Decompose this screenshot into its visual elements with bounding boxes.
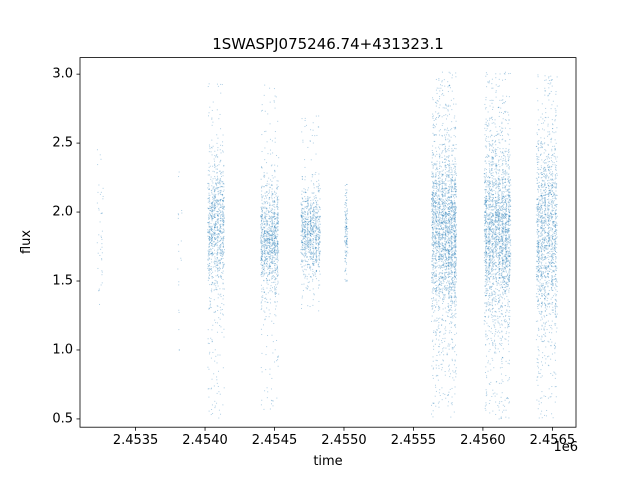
x-axis-label: time bbox=[313, 454, 343, 469]
y-tick-label: 0.5 bbox=[52, 411, 73, 427]
y-tick-label: 3.0 bbox=[52, 66, 73, 82]
chart-title: 1SWASPJ075246.74+431323.1 bbox=[212, 35, 444, 53]
y-tick-label: 2.0 bbox=[52, 204, 73, 220]
x-tick-label: 2.4560 bbox=[460, 433, 506, 448]
x-tick-label: 2.4540 bbox=[182, 433, 228, 448]
x-tick-label: 2.4555 bbox=[390, 433, 437, 448]
x-tick-label: 2.4565 bbox=[529, 433, 576, 448]
x-axis-offset-label: 1e6 bbox=[553, 440, 578, 455]
y-tick-label: 2.5 bbox=[52, 135, 73, 151]
y-tick-label: 1.5 bbox=[52, 273, 73, 289]
x-tick-label: 2.4550 bbox=[321, 433, 367, 448]
x-tick-label: 2.4545 bbox=[251, 433, 298, 448]
y-tick-label: 1.0 bbox=[52, 342, 73, 358]
x-tick-label: 2.4535 bbox=[112, 433, 159, 448]
